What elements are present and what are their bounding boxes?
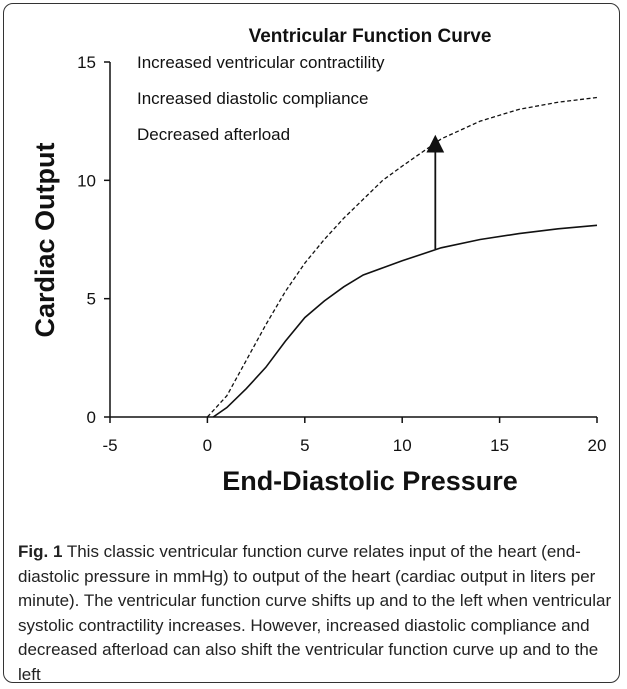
figure-frame: [3, 3, 620, 683]
caption: Fig. 1 This classic ventricular function…: [18, 540, 614, 687]
x-tick-label: 20: [588, 436, 607, 455]
y-tick-label: 0: [87, 408, 96, 427]
curve: [212, 224, 598, 418]
y-tick-label: 15: [77, 53, 96, 72]
caption-label: Fig. 1: [18, 542, 63, 561]
curve: [206, 96, 598, 418]
x-tick-label: 5: [300, 436, 309, 455]
y-tick-label: 10: [77, 171, 96, 190]
x-axis-label: End-Diastolic Pressure: [222, 466, 518, 496]
annotation: Decreased afterload: [137, 125, 290, 144]
y-tick-label: 5: [87, 290, 96, 309]
x-tick-label: 15: [490, 436, 509, 455]
annotation: Increased ventricular contractility: [137, 53, 385, 72]
caption-text: This classic ventricular function curve …: [18, 542, 612, 684]
chart-title: Ventricular Function Curve: [249, 26, 492, 47]
annotation: Increased diastolic compliance: [137, 89, 369, 108]
x-tick-label: -5: [102, 436, 117, 455]
x-tick-label: 0: [203, 436, 212, 455]
y-axis-label: Cardiac Output: [30, 142, 60, 337]
chart: Ventricular Function Curve End-Diastolic…: [30, 26, 607, 496]
x-tick-label: 10: [393, 436, 412, 455]
